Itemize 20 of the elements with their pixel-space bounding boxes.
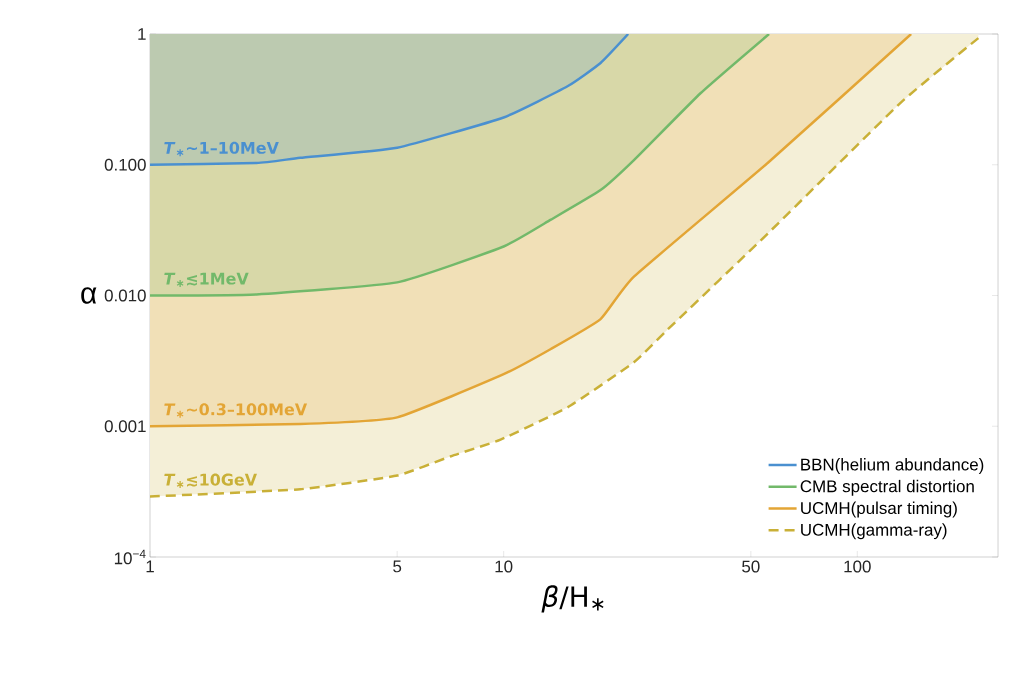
y-tick-label: 1 — [138, 28, 146, 40]
x-tick-label: 1 — [146, 560, 154, 573]
legend-label: UCMH(gamma-ray) — [801, 523, 947, 540]
legend-label: CMB spectral distortion — [800, 479, 974, 496]
x-tick-label: 100 — [844, 560, 871, 573]
x-tick-label: 5 — [393, 560, 402, 573]
annotation: T$_{∗}$∼0.3–100MeV — [164, 403, 308, 418]
annotation: T$_{∗}$≲1MeV — [164, 272, 249, 287]
y-tick-label: 10$^{−4}$ — [114, 549, 146, 565]
x-tick-label: 10 — [495, 560, 513, 573]
y-axis-title: α — [81, 287, 97, 304]
x-axis-title: β/H$_{∗}$ — [541, 585, 604, 613]
y-tick-label: 0.100 — [104, 158, 146, 171]
y-tick-label: 0.001 — [104, 420, 146, 433]
y-tick-label: 0.010 — [104, 289, 146, 302]
legend-label: UCMH(pulsar timing) — [801, 501, 957, 518]
annotation: T$_{∗}$≲10GeV — [164, 473, 257, 489]
legend-label: BBN(helium abundance) — [801, 458, 984, 474]
annotation: T$_{∗}$∼1–10MeV — [164, 141, 279, 157]
x-tick-label: 50 — [742, 560, 760, 573]
